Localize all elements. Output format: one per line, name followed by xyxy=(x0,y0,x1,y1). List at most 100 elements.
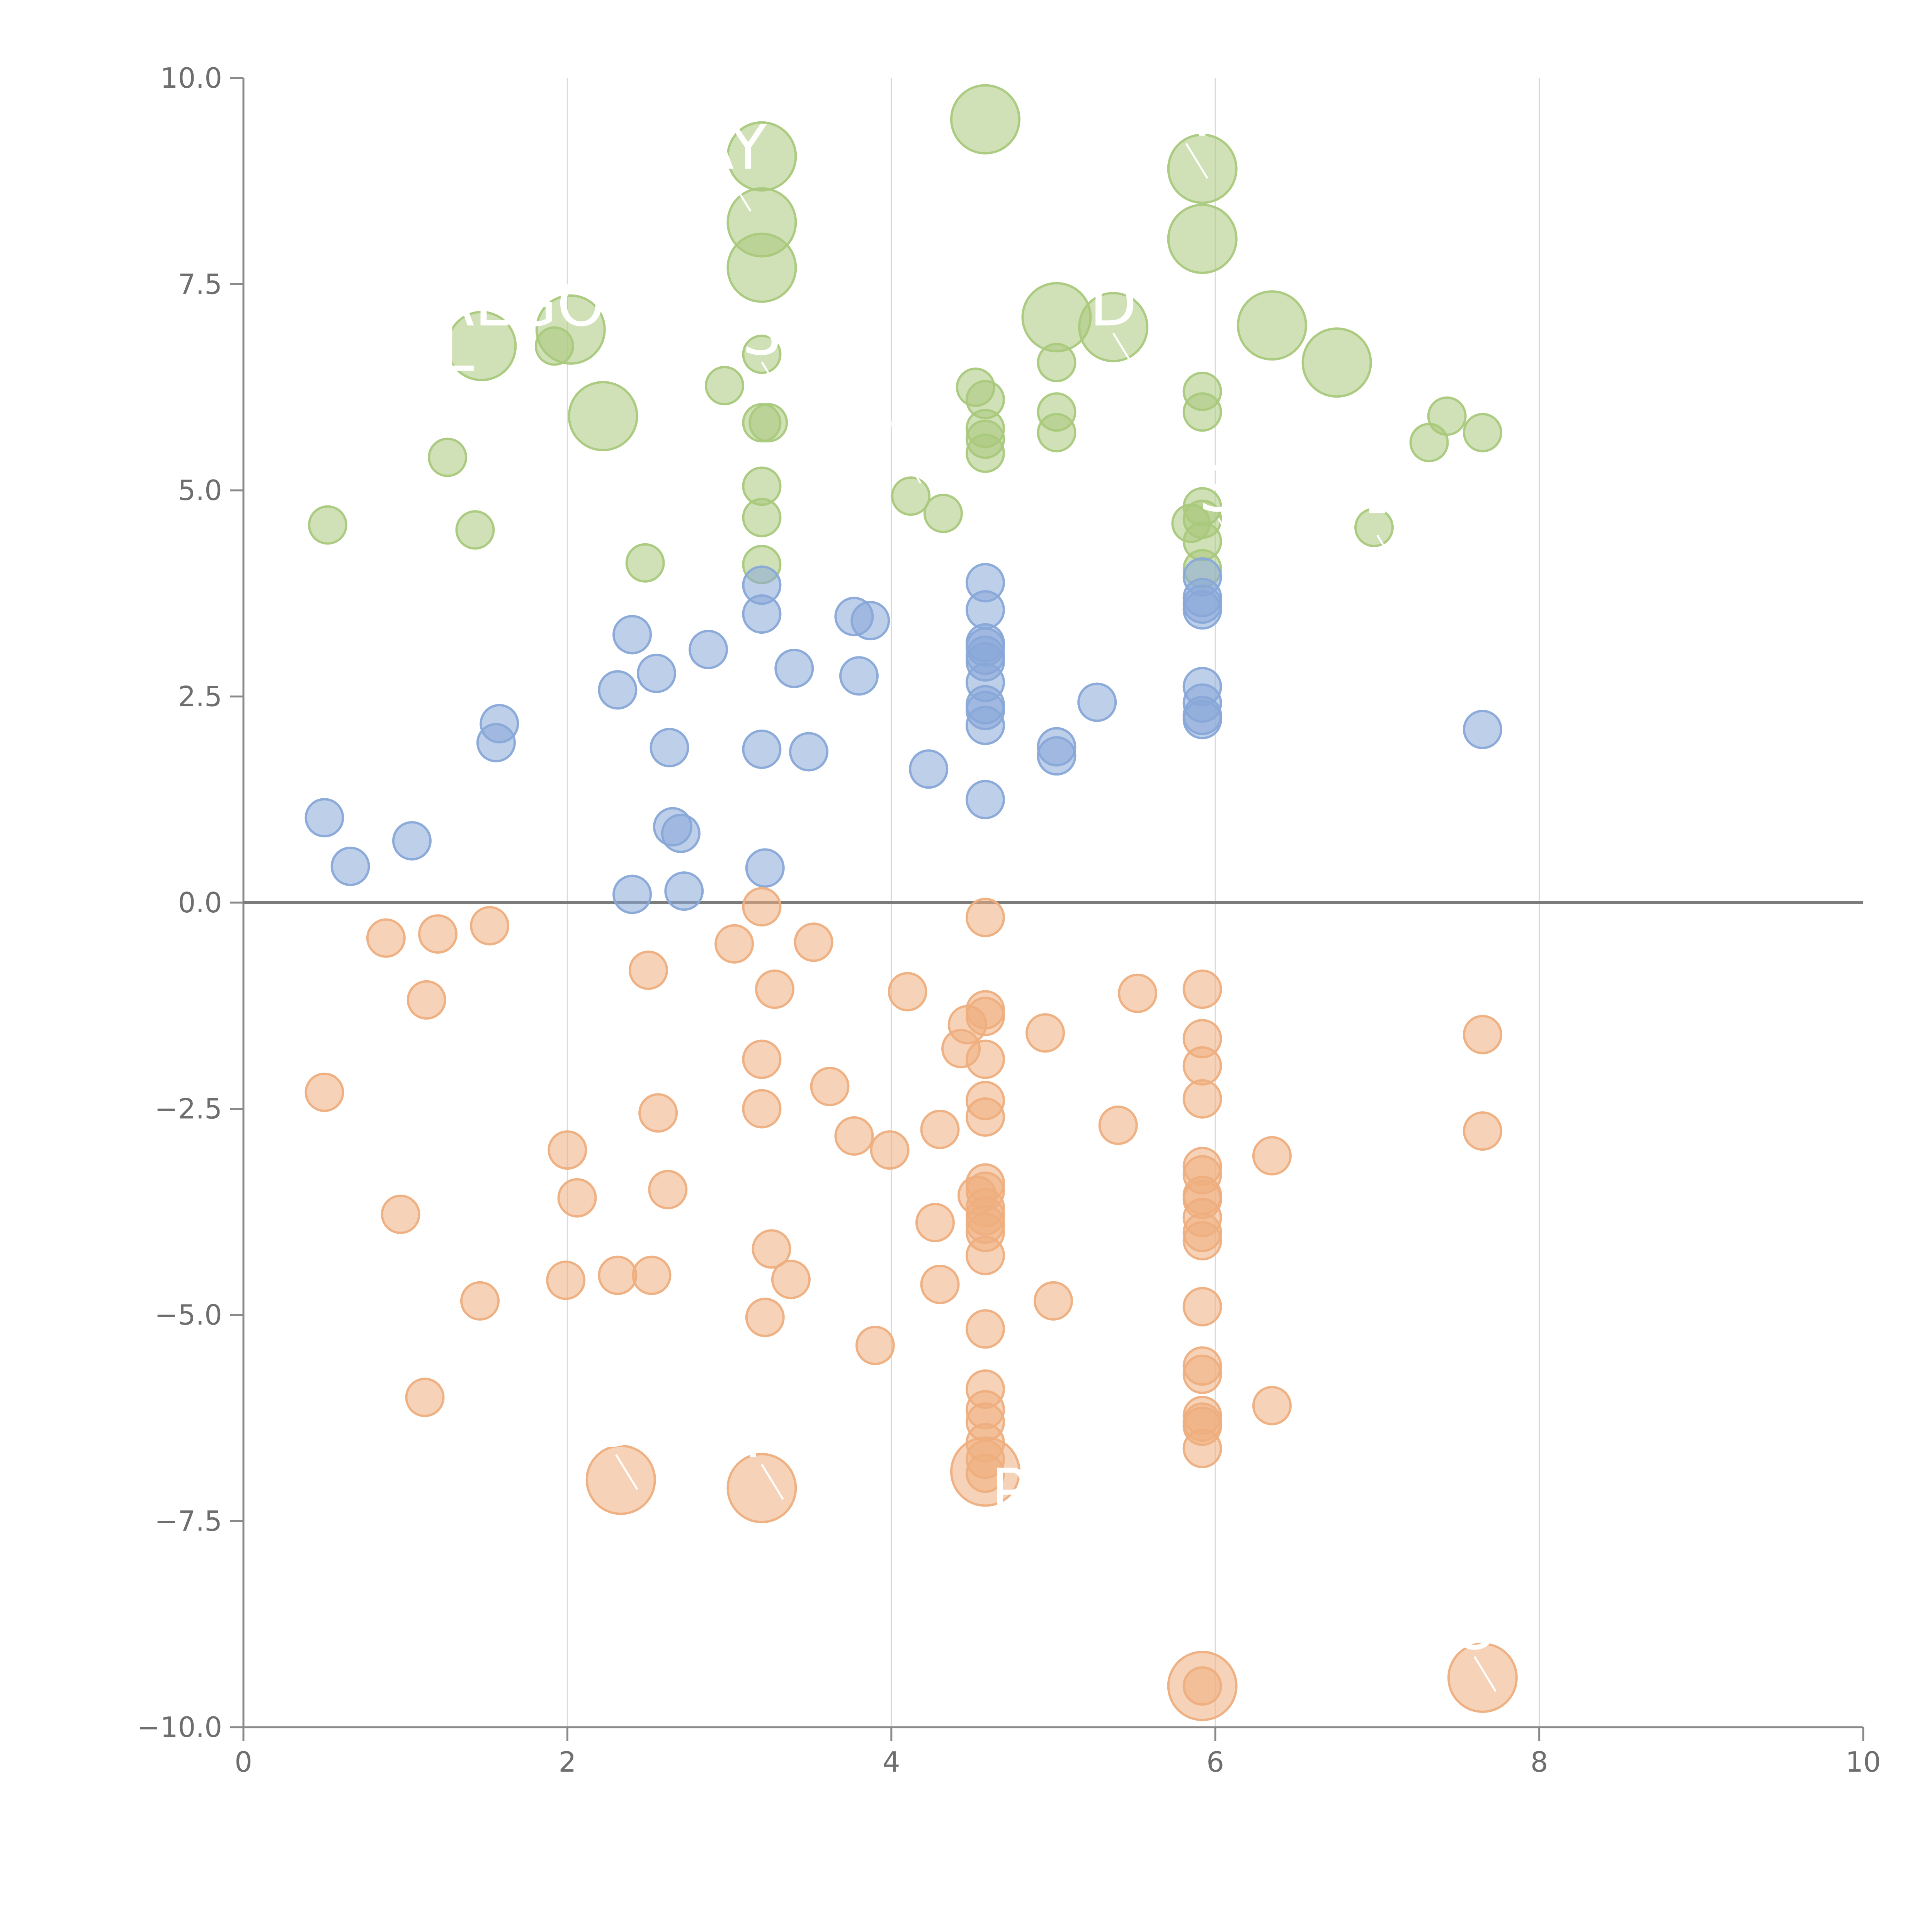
bubble xyxy=(1182,1079,1222,1119)
bubble xyxy=(965,898,1005,937)
y-tick-label: 10.0 xyxy=(160,62,222,94)
bubble xyxy=(920,1109,960,1149)
bubble xyxy=(1463,413,1502,452)
bubble xyxy=(1098,1105,1138,1145)
y-tick-label: 7.5 xyxy=(178,268,222,301)
bubble xyxy=(920,1265,960,1304)
annotation-label: ALGO xyxy=(432,268,605,340)
bubble xyxy=(470,906,510,946)
bubble xyxy=(742,1089,782,1129)
bubble xyxy=(428,437,468,477)
bubble xyxy=(742,730,782,769)
bubble xyxy=(834,1116,874,1156)
annotation-label: AY xyxy=(692,111,767,184)
bubble xyxy=(771,1260,811,1299)
y-tick-label: −10.0 xyxy=(137,1711,222,1743)
bubble xyxy=(965,1097,1005,1137)
bubble xyxy=(705,366,745,405)
axes: 0 2 4 6 8 10 10.0 7.5 5.0 2.5 0.0 −2.5 −5.0 −7.5 −10.0 xyxy=(137,62,1881,1778)
bubble xyxy=(1252,1136,1292,1176)
bubble xyxy=(1463,1015,1502,1054)
bubble xyxy=(308,505,347,545)
bubble xyxy=(632,1255,672,1295)
bubble xyxy=(755,969,794,1009)
bubble xyxy=(330,847,370,886)
annotation-leader xyxy=(728,176,752,212)
bubble xyxy=(406,980,446,1020)
bubble xyxy=(839,656,879,696)
bubble xyxy=(1034,1281,1073,1321)
bubble xyxy=(1182,700,1222,740)
bubble xyxy=(789,732,829,772)
bubble xyxy=(794,922,833,962)
bubble-large xyxy=(1447,1642,1518,1713)
bubble xyxy=(304,798,344,838)
bubble xyxy=(629,950,668,990)
bubble xyxy=(742,498,782,537)
annotation-leader xyxy=(1376,534,1400,571)
x-tick-label: 2 xyxy=(558,1746,576,1778)
annotation-leader xyxy=(761,1464,784,1500)
bubble xyxy=(625,543,665,583)
bubble xyxy=(774,648,814,688)
annotation-label: F xyxy=(744,1399,779,1471)
bubble-large xyxy=(726,1453,797,1524)
bubble-large xyxy=(1167,204,1238,274)
bubble xyxy=(598,1255,638,1295)
annotation-label: L xyxy=(440,313,474,386)
bubble xyxy=(405,1378,445,1417)
bubble xyxy=(1117,973,1157,1013)
y-tick-label: −2.5 xyxy=(155,1093,222,1125)
x-tick-label: 8 xyxy=(1531,1746,1548,1778)
annotation-label: S xyxy=(1199,453,1238,526)
bubble xyxy=(888,972,927,1012)
bubble xyxy=(381,1194,420,1234)
annotation-layer: AY ALGO S R D S - - L D F P O xyxy=(432,78,1499,1692)
bubble xyxy=(612,615,652,655)
bubble xyxy=(557,1178,597,1218)
bubble-large xyxy=(950,1436,1020,1507)
bubble xyxy=(1037,343,1077,383)
bubble xyxy=(392,821,432,861)
bubble xyxy=(1463,1111,1502,1151)
bubble xyxy=(1182,1221,1222,1260)
bubble-large xyxy=(585,1444,656,1515)
bubble xyxy=(1409,423,1449,463)
bubble xyxy=(742,334,782,374)
bubble xyxy=(650,728,689,767)
bubble xyxy=(965,433,1005,473)
bubble xyxy=(304,1072,344,1112)
bubble xyxy=(661,813,701,853)
annotation-label: S xyxy=(742,297,782,369)
annotation-label: D xyxy=(592,1389,640,1461)
bubble xyxy=(1037,413,1077,452)
bubble xyxy=(366,918,406,958)
y-tick-label: 0.0 xyxy=(178,886,222,919)
bubble-large xyxy=(446,311,517,381)
bubble xyxy=(1182,1666,1222,1706)
bubble xyxy=(1182,590,1222,630)
y-tick-label: −7.5 xyxy=(155,1505,222,1537)
annotation-label: D xyxy=(1090,268,1137,340)
annotation-leader xyxy=(1009,1520,1032,1556)
bubble xyxy=(476,723,516,763)
bubble xyxy=(742,1039,782,1079)
bubble xyxy=(714,924,754,964)
annotation-leader xyxy=(761,361,784,398)
bubble xyxy=(965,1039,1005,1079)
bubble xyxy=(1463,709,1502,749)
bubble xyxy=(1037,736,1077,776)
bubble xyxy=(1182,969,1222,1009)
bubble xyxy=(891,476,931,516)
bubble xyxy=(1077,682,1117,722)
annotation-label: - xyxy=(888,383,911,456)
bubble xyxy=(548,1130,587,1170)
bubble xyxy=(546,1260,586,1300)
annotation-leader xyxy=(456,378,480,414)
y-tick-label: −5.0 xyxy=(155,1299,222,1331)
x-tick-label: 0 xyxy=(235,1746,252,1778)
bubble xyxy=(965,706,1005,745)
bubble xyxy=(636,653,676,693)
annotation-label: P xyxy=(991,1455,1028,1527)
